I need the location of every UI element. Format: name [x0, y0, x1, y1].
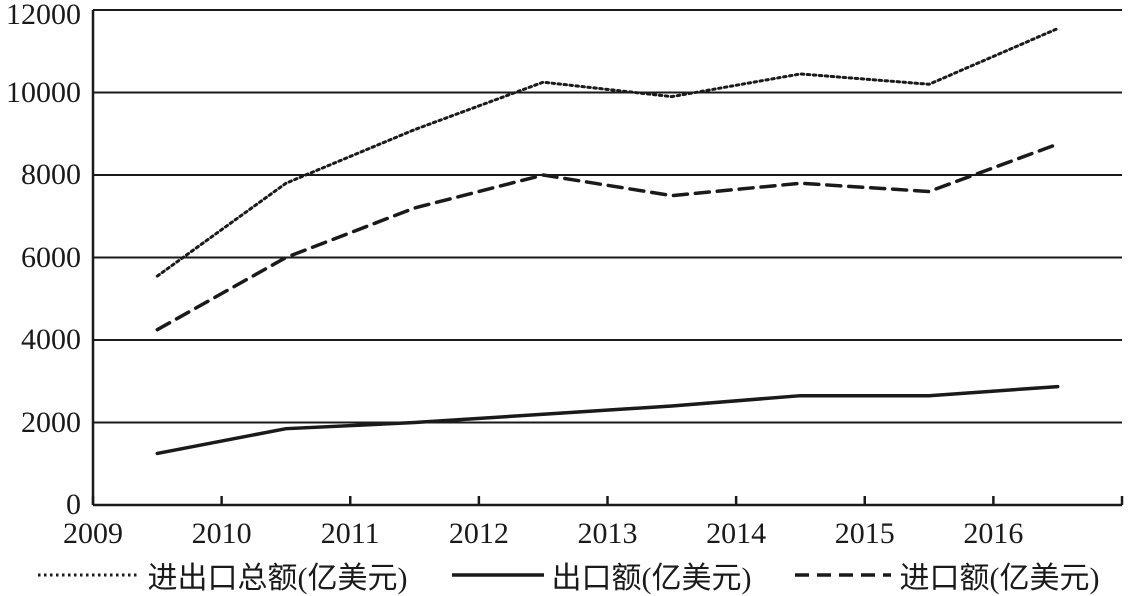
y-axis-tick-label: 8000 — [21, 158, 81, 191]
x-axis-tick-label: 2015 — [834, 517, 895, 550]
legend-item-total: 进出口总额(亿美元) — [36, 553, 408, 596]
dotted-line-icon — [36, 566, 142, 584]
x-axis-tick-label: 2014 — [706, 517, 767, 550]
legend-label-total: 进出口总额(亿美元) — [147, 562, 408, 595]
x-axis-tick-label: 2011 — [320, 517, 380, 550]
series-line-2 — [155, 142, 1060, 332]
legend-label-export: 出口额(亿美元) — [551, 562, 752, 595]
x-axis-tick-label: 2013 — [577, 517, 638, 550]
solid-line-icon — [450, 566, 546, 584]
legend-item-import: 进口额(亿美元) — [793, 553, 1099, 596]
y-axis-tick-label: 0 — [66, 488, 81, 521]
x-axis-tick-label: 2012 — [448, 517, 509, 550]
y-axis-tick-label: 12000 — [6, 0, 81, 31]
series-line-1 — [155, 384, 1060, 456]
chart-legend: 进出口总额(亿美元) 出口额(亿美元) 进口额(亿美元) — [0, 553, 1135, 596]
x-axis-tick-label: 2016 — [963, 517, 1024, 550]
dashed-line-icon — [793, 566, 893, 584]
series-line-0 — [155, 27, 1060, 278]
y-axis-tick-label: 6000 — [21, 240, 81, 274]
legend-label-import: 进口额(亿美元) — [899, 562, 1100, 595]
x-axis-tick-label: 2010 — [191, 517, 252, 550]
y-axis-tick-label: 4000 — [21, 323, 81, 356]
x-axis-tick-label: 2009 — [63, 517, 123, 550]
legend-item-export: 出口额(亿美元) — [450, 553, 752, 596]
y-axis-tick-label: 10000 — [6, 75, 81, 109]
y-axis-tick-label: 2000 — [21, 405, 81, 439]
